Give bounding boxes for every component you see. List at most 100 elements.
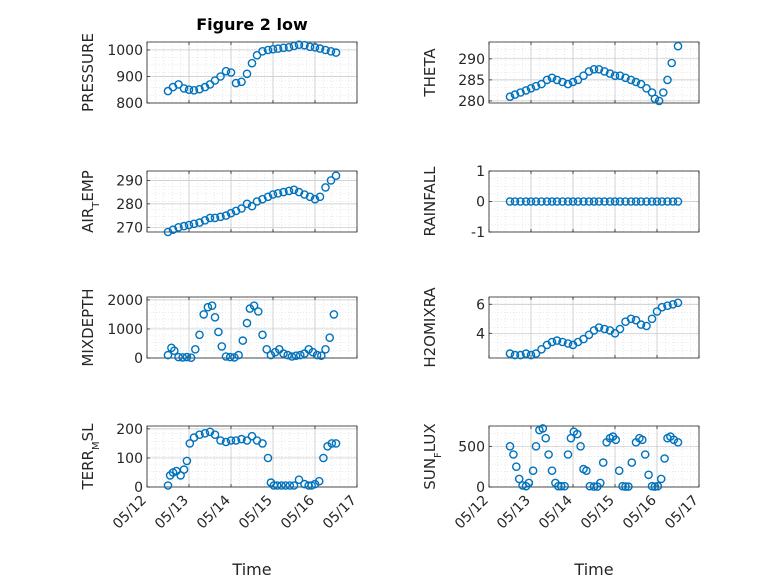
data-point (647, 481, 657, 491)
y-tick-label: 500 (458, 439, 485, 455)
data-point (195, 430, 204, 440)
data-point (268, 44, 278, 54)
data-point (200, 215, 210, 225)
data-point (573, 197, 583, 206)
data-point (179, 465, 189, 474)
y-axis-label-subscript: F (433, 452, 444, 458)
data-point (326, 47, 336, 56)
data-point (659, 88, 668, 97)
data-series (163, 427, 341, 490)
data-point (542, 197, 552, 206)
data-point (652, 197, 662, 206)
data-point (283, 350, 293, 360)
data-point (258, 439, 267, 448)
data-point (195, 84, 204, 94)
y-tick-label: 1000 (107, 322, 143, 338)
data-point (524, 478, 534, 488)
data-point (216, 72, 225, 81)
y-tick-label: 4 (476, 326, 485, 342)
y-tick-label: 1000 (107, 43, 143, 59)
data-point (521, 86, 531, 95)
x-tick-label: 05/13 (152, 493, 192, 533)
axes-box (146, 425, 358, 488)
y-axis-label-tail: SL (79, 423, 97, 442)
data-point (273, 188, 283, 198)
y-tick-label: 285 (458, 73, 485, 89)
y-tick-label: 100 (116, 451, 143, 467)
data-point (272, 481, 282, 490)
x-tick-label: 05/14 (536, 492, 576, 532)
y-axis-label-subscript: M (91, 441, 102, 450)
subplot-5: 0 1000 2000 MIXDEPTH (79, 288, 358, 367)
data-point (195, 218, 204, 227)
data-point (182, 352, 192, 362)
data-point (510, 90, 520, 99)
data-point (305, 42, 315, 52)
y-tick-label: 270 (116, 220, 143, 236)
data-point (184, 220, 194, 230)
data-point (174, 80, 183, 89)
data-point (526, 84, 536, 93)
data-point (626, 314, 636, 324)
data-point (547, 466, 557, 476)
data-point (526, 350, 536, 360)
data-point (294, 40, 304, 50)
data-point (163, 86, 173, 96)
y-tick-label: 2000 (107, 293, 143, 309)
data-point (252, 197, 262, 206)
data-point (631, 77, 641, 87)
y-axis-label-tail: EMP (79, 170, 97, 201)
axes-box (146, 296, 358, 359)
y-tick-label: 200 (116, 422, 143, 438)
data-point (624, 482, 633, 491)
data-point (647, 197, 657, 206)
data-point (242, 436, 252, 445)
data-point (189, 219, 199, 229)
data-point (598, 458, 608, 467)
subplot-3: 270 280 290 AIRTEMP (79, 170, 358, 236)
data-point (273, 44, 283, 53)
data-point (558, 197, 567, 206)
data-point (541, 433, 551, 443)
data-point (258, 330, 267, 340)
data-point (182, 456, 192, 466)
data-point (258, 47, 267, 56)
data-point (572, 429, 582, 439)
data-point (190, 344, 200, 354)
data-point (668, 299, 678, 309)
y-axis-label: TERRMSL (79, 423, 102, 491)
data-point (178, 353, 187, 362)
data-point (221, 66, 231, 76)
x-tick-label: 05/17 (320, 493, 360, 533)
data-point (279, 349, 288, 358)
data-point (552, 336, 562, 345)
data-point (579, 334, 588, 344)
data-point (210, 76, 220, 85)
data-point (547, 337, 557, 347)
data-point (642, 321, 651, 331)
data-point (300, 190, 309, 199)
data-point (231, 78, 241, 88)
data-point (621, 482, 630, 491)
axes-box (146, 170, 358, 233)
y-axis-label-main: AIR (79, 208, 97, 233)
data-point (631, 197, 641, 206)
data-point (189, 86, 199, 95)
data-point (663, 197, 672, 206)
data-point (247, 58, 257, 68)
data-point (321, 45, 330, 55)
data-point (594, 65, 604, 74)
y-axis-label: THETA (421, 48, 439, 98)
data-point (185, 439, 195, 448)
data-point (554, 481, 563, 491)
x-tick-label: 05/13 (494, 493, 534, 533)
y-axis-label: H2OMIXRA (421, 287, 439, 368)
data-point (169, 346, 179, 356)
data-point (284, 43, 294, 52)
data-point (200, 428, 210, 438)
data-point (249, 301, 259, 311)
data-point (321, 344, 330, 354)
data-point (285, 481, 295, 490)
